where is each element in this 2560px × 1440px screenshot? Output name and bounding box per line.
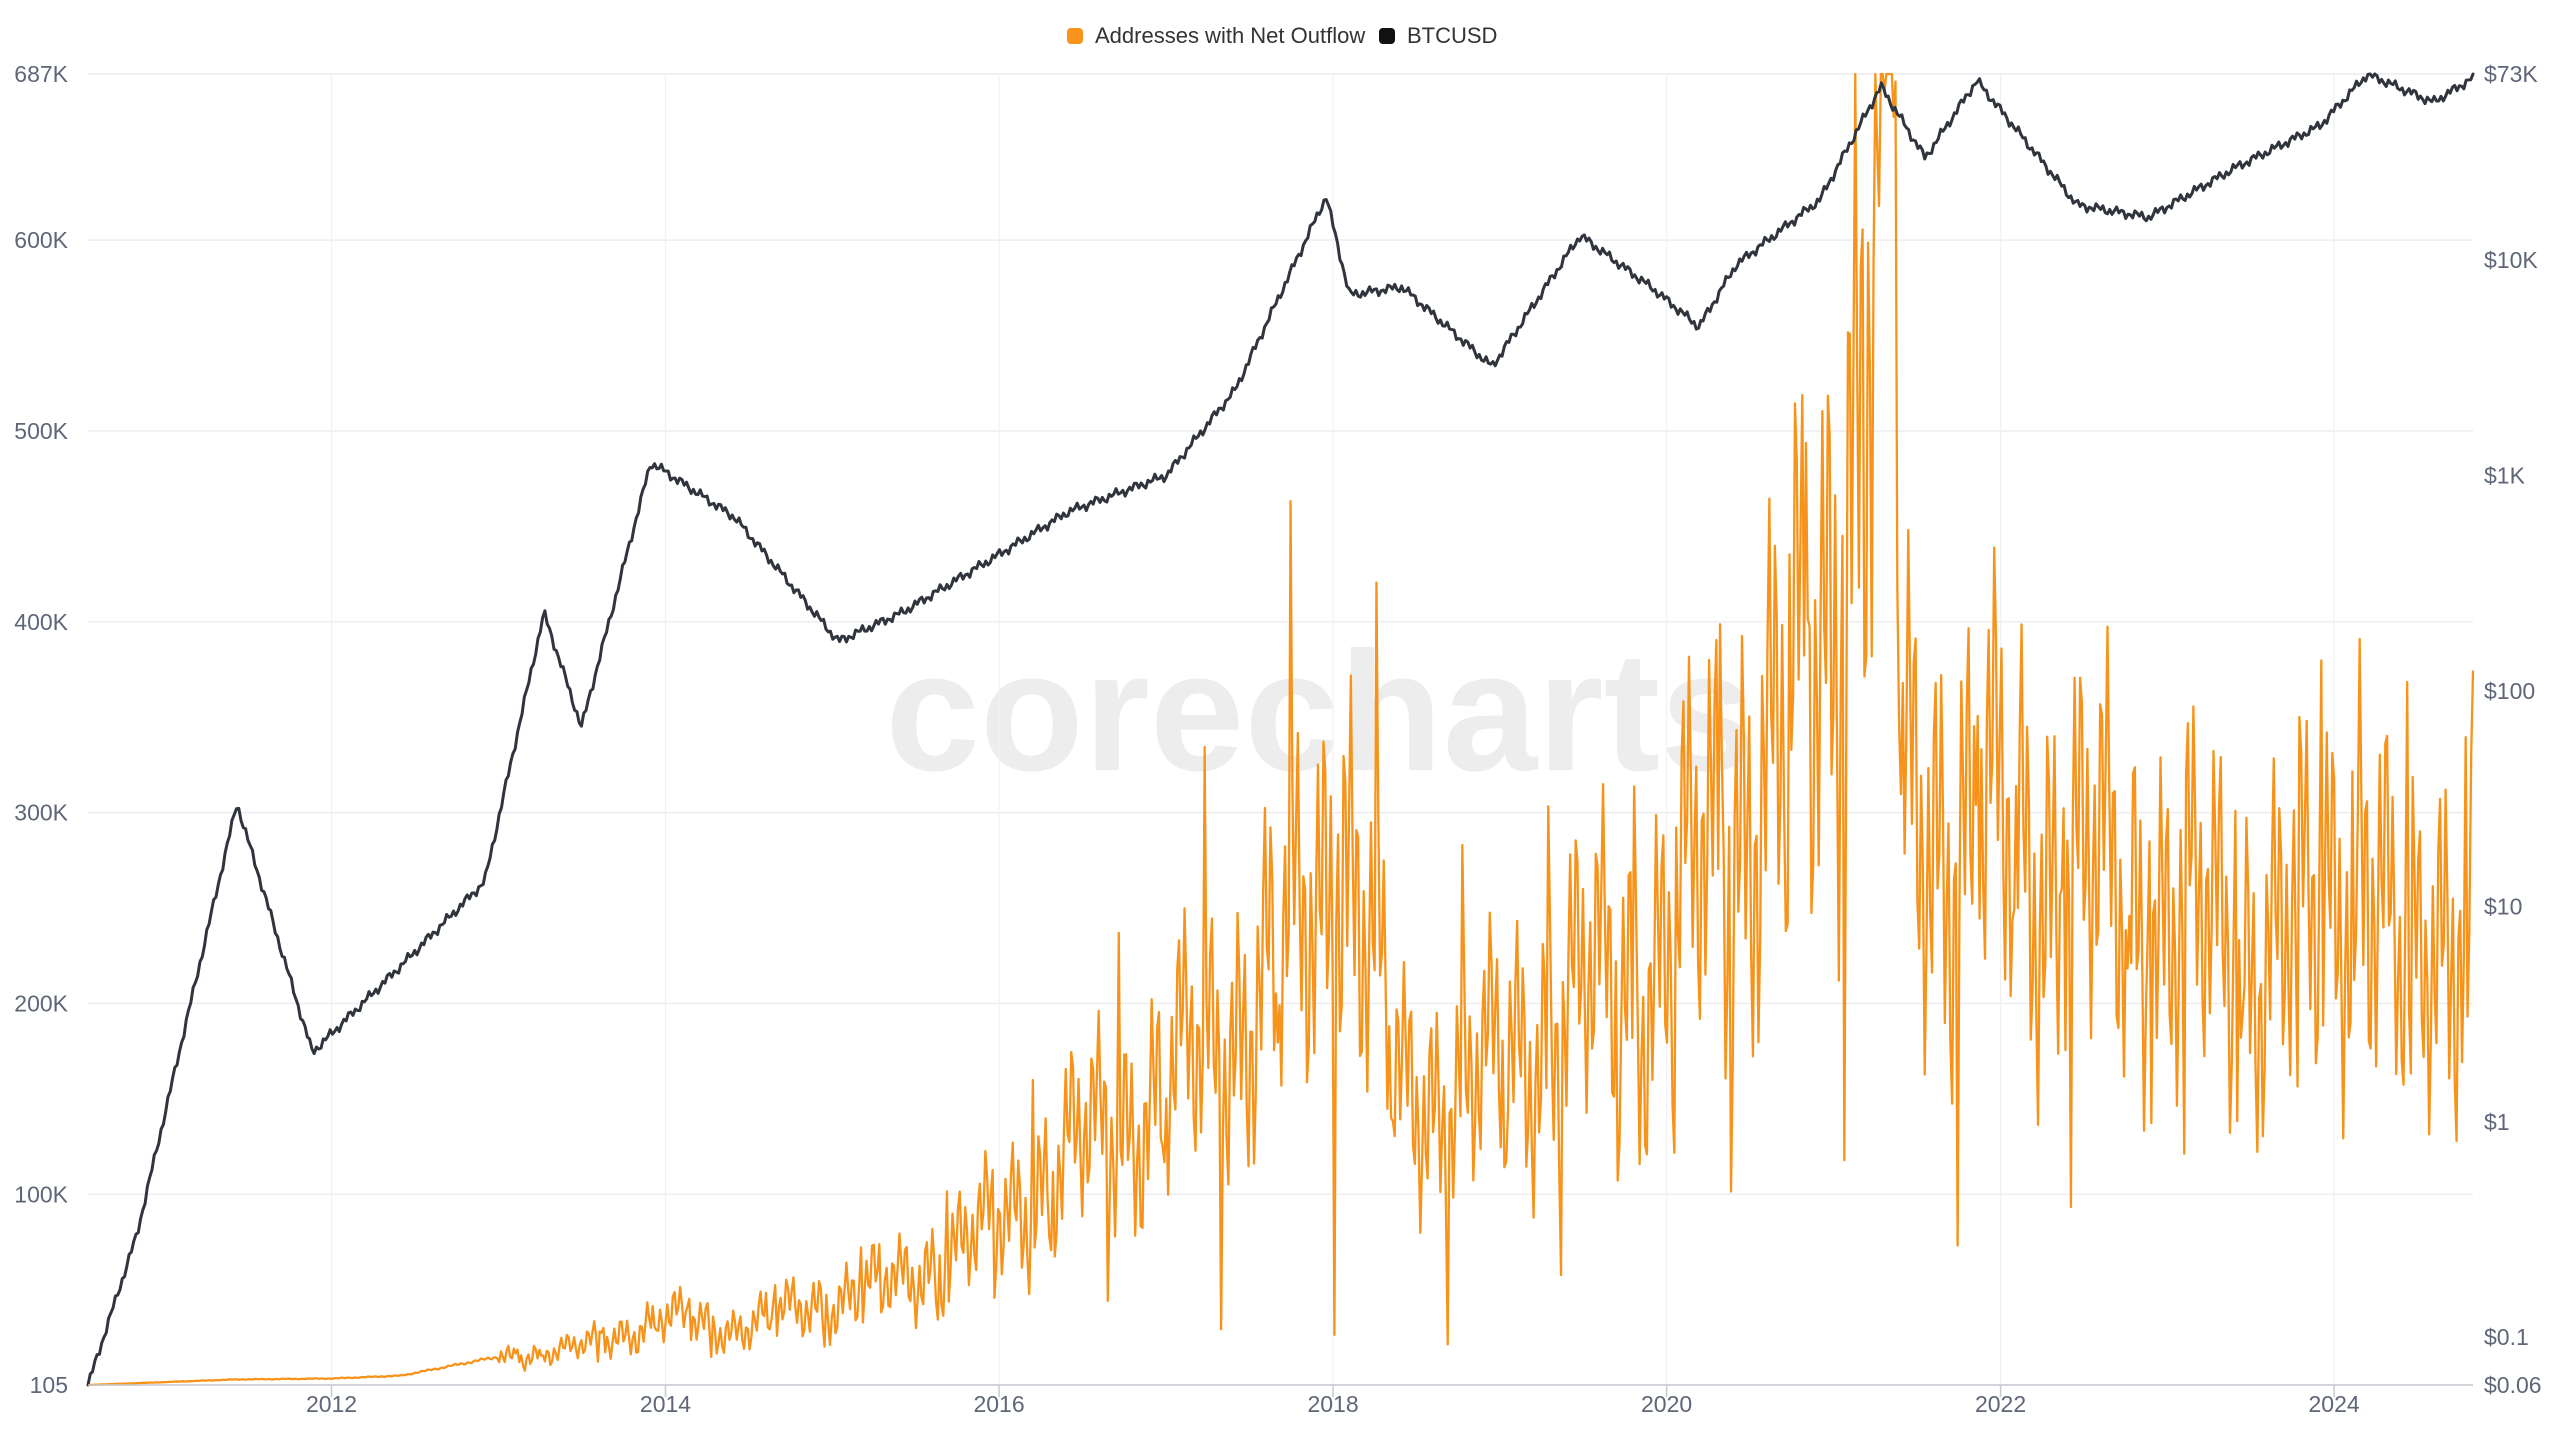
x-axis-tick-label: 2018 [1307, 1391, 1358, 1417]
left-axis-tick-label: 100K [14, 1181, 68, 1207]
right-axis-tick-label: $1 [2484, 1109, 2510, 1135]
right-axis-tick-label: $1K [2484, 462, 2526, 488]
left-axis-tick-label: 105 [30, 1372, 68, 1398]
right-axis-tick-label: $10K [2484, 247, 2538, 273]
left-axis-tick-label: 300K [14, 800, 68, 826]
x-axis-tick-label: 2012 [306, 1391, 357, 1417]
x-axis-tick-label: 2014 [640, 1391, 691, 1417]
series-layer [86, 72, 2475, 1387]
watermark-layer: corecharts [885, 617, 1754, 807]
legend-layer: Addresses with Net Outflow BTCUSD [1067, 23, 1497, 48]
btcusd-legend-label: BTCUSD [1407, 23, 1497, 48]
right-axis-tick-label: $73K [2484, 61, 2538, 87]
left-axis-tick-label: 500K [14, 418, 68, 444]
axis-layer: 105 100K 200K 300K 400K 500K 600K 687K $0.06 $0.1… [14, 61, 2541, 1417]
left-axis-tick-label: 687K [14, 61, 68, 87]
x-axis-tick-label: 2022 [1975, 1391, 2026, 1417]
addresses-with-net-outflow-legend-label: Addresses with Net Outflow [1095, 23, 1365, 48]
right-axis-tick-label: $10 [2484, 893, 2522, 919]
x-axis-tick-label: 2016 [973, 1391, 1024, 1417]
btcusd-line [86, 72, 2475, 1387]
x-axis-tick-label: 2024 [2309, 1391, 2360, 1417]
right-axis-tick-label: $0.1 [2484, 1324, 2529, 1350]
right-axis-tick-label: $100 [2484, 678, 2535, 704]
addresses-with-net-outflow-legend-swatch [1067, 28, 1083, 44]
btcusd-legend-swatch [1379, 28, 1395, 44]
left-axis-tick-label: 400K [14, 609, 68, 635]
left-axis-tick-label: 600K [14, 227, 68, 253]
legend-item-btcusd[interactable]: BTCUSD [1379, 23, 1497, 48]
addresses-with-net-outflow-line [86, 72, 2475, 1387]
x-axis-tick-label: 2020 [1641, 1391, 1692, 1417]
right-axis-tick-label: $0.06 [2484, 1372, 2542, 1398]
legend-item-addresses-with-net-outflow[interactable]: Addresses with Net Outflow [1067, 23, 1365, 48]
left-axis-tick-label: 200K [14, 990, 68, 1016]
watermark-text: corecharts [885, 617, 1754, 807]
